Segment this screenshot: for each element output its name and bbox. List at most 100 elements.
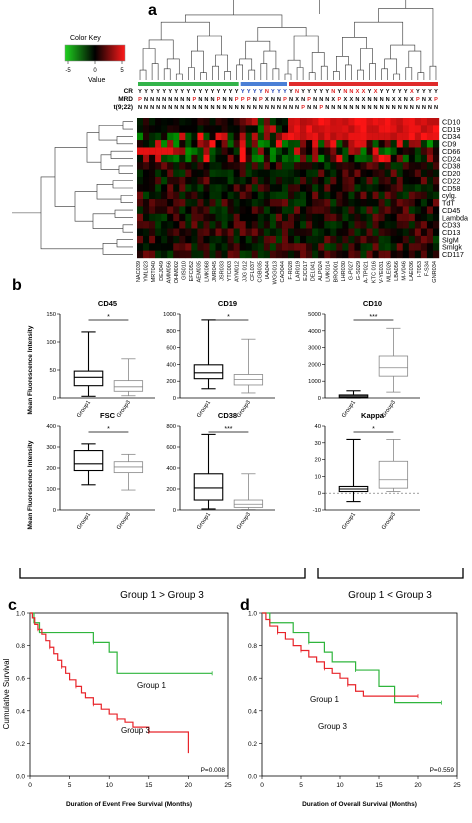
dendrogram-branch [163, 68, 171, 80]
annotation-cell: P [247, 97, 251, 103]
heatmap-cell [251, 199, 258, 207]
heatmap-cell [408, 169, 416, 178]
heatmap-cell [167, 132, 174, 141]
heatmap-cell [185, 154, 192, 163]
annotation-cell: N [374, 105, 378, 111]
heatmap-cell [372, 199, 379, 207]
heatmap-cell [191, 191, 198, 200]
heatmap-cell [275, 235, 283, 244]
heatmap-cell [137, 132, 144, 141]
curve-label-group1: Group 1 [137, 681, 166, 690]
dendrogram-branch [381, 68, 388, 80]
annotation-cell: N [186, 105, 190, 111]
heatmap-cell [402, 213, 409, 222]
heatmap-cell [149, 235, 156, 244]
heatmap-cell [408, 162, 416, 170]
heatmap-cell [378, 184, 385, 192]
heatmap-cell [402, 206, 409, 214]
heatmap-cell [354, 132, 361, 141]
heatmap-cell [167, 228, 174, 237]
heatmap-cell [432, 147, 440, 156]
heatmap-cell [161, 250, 168, 259]
heatmap-cell [275, 169, 283, 178]
heatmap-cell [336, 140, 343, 148]
annotation-cell: N [241, 105, 245, 111]
annotation-cell: N [355, 97, 359, 103]
heatmap-cell [432, 169, 440, 178]
sample-label: KTC 016 [371, 261, 377, 283]
box [73, 370, 104, 387]
dendrogram-branch [357, 69, 364, 80]
heatmap-cell [179, 235, 186, 244]
heatmap-cell [167, 140, 174, 148]
heatmap-cell [185, 162, 192, 170]
heatmap-cell [179, 213, 186, 222]
heatmap-cell [149, 206, 156, 214]
heatmap-cell [269, 176, 277, 185]
heatmap-cell [306, 118, 313, 126]
heatmap-cell [251, 235, 258, 244]
heatmap-grid [137, 118, 440, 259]
heatmap-cell [324, 118, 331, 126]
marker-label: CD66 [442, 147, 460, 156]
heatmap-cell [209, 221, 216, 229]
box [113, 380, 144, 392]
heatmap-cell [209, 213, 216, 222]
heatmap-cell [384, 243, 391, 251]
heatmap-cell [257, 154, 265, 163]
heatmap-cell [366, 243, 373, 251]
heatmap-cell [330, 191, 337, 200]
heatmap-cell [384, 206, 391, 214]
heatmap-cell [137, 235, 144, 244]
heatmap-cell [354, 221, 361, 229]
dendrogram-branch [139, 69, 147, 80]
x-tick-label: 10 [336, 782, 344, 789]
heatmap-cell [173, 169, 180, 178]
sample-dendrogram [139, 0, 437, 80]
heatmap-cell [378, 176, 385, 185]
heatmap-cell [263, 176, 271, 185]
heatmap-cell [221, 199, 228, 207]
dendrogram-branch [239, 58, 253, 71]
heatmap-cell [432, 184, 440, 192]
heatmap-cell [209, 191, 216, 200]
annotation-cell: N [156, 97, 160, 103]
heatmap-cell [354, 147, 361, 156]
annotation-cell: N [301, 97, 305, 103]
sample-label: G-S029 [356, 261, 362, 280]
annotation-cell: N [229, 97, 233, 103]
y-tick-label: 0.6 [16, 676, 25, 683]
heatmap-cell [426, 140, 434, 148]
heatmap-cell [414, 235, 422, 244]
annotation-cell: Y [253, 89, 257, 95]
heatmap-cell [402, 169, 409, 178]
heatmap-cell [426, 213, 434, 222]
heatmap-cell [414, 191, 422, 200]
heatmap-cell [354, 228, 361, 237]
annotation-cell: N [223, 97, 227, 103]
heatmap-cell [191, 154, 198, 163]
heatmap-cell [197, 162, 204, 170]
sample-label: YTC003 [227, 261, 233, 282]
heatmap-cell [384, 221, 391, 229]
heatmap-cell [209, 184, 216, 192]
heatmap-cell [269, 118, 277, 126]
heatmap-cell [143, 191, 150, 200]
heatmap-cell [269, 206, 277, 214]
heatmap-cell [155, 250, 162, 259]
heatmap-cell [300, 176, 307, 185]
heatmap-cell [336, 169, 343, 178]
heatmap-cell [312, 199, 319, 207]
heatmap-cell [185, 213, 192, 222]
sample-label: WGG013 [273, 261, 279, 284]
heatmap-cell [366, 250, 373, 259]
heatmap-cell [197, 221, 204, 229]
heatmap-cell [263, 228, 271, 237]
heatmap-cell [432, 191, 440, 200]
heatmap-cell [155, 221, 162, 229]
heatmap-cell [408, 235, 416, 244]
heatmap-cell [426, 184, 434, 192]
heatmap-cell [257, 118, 265, 126]
sample-label: GIS010 [182, 261, 188, 280]
heatmap-cell [396, 176, 403, 185]
